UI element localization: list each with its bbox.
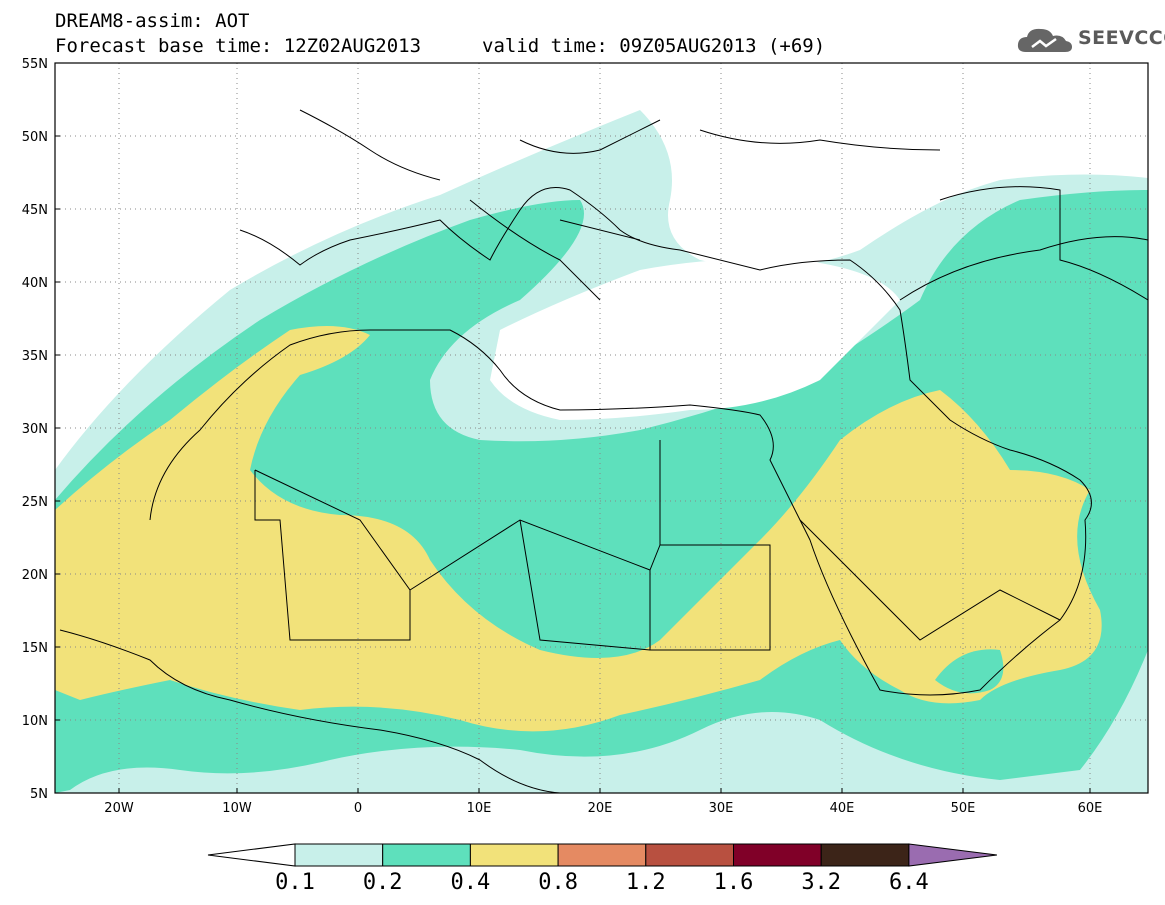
lon-label: 10W bbox=[222, 801, 252, 816]
lon-label: 30E bbox=[709, 801, 734, 816]
colorbar-label: 3.2 bbox=[801, 870, 842, 895]
lat-label: 20N bbox=[22, 568, 48, 583]
colorbar-swatch bbox=[294, 843, 384, 867]
lon-label: 40E bbox=[830, 801, 855, 816]
aot-band-0.2-blob bbox=[935, 649, 1004, 694]
colorbar-swatch bbox=[469, 843, 559, 867]
colorbar-max-arrow bbox=[908, 843, 997, 867]
lat-label: 25N bbox=[22, 495, 48, 510]
graticule bbox=[55, 63, 1148, 793]
colorbar bbox=[207, 843, 997, 867]
lon-label: 60E bbox=[1078, 801, 1103, 816]
colorbar-label: 1.6 bbox=[713, 870, 754, 895]
lat-label: 5N bbox=[30, 787, 48, 802]
lat-label: 50N bbox=[22, 130, 48, 145]
colorbar-swatch bbox=[557, 843, 647, 867]
seevccc-logo: SEEVCCC bbox=[1016, 25, 1165, 55]
lat-label: 45N bbox=[22, 203, 48, 218]
colorbar-swatch bbox=[733, 843, 822, 867]
lon-label: 10E bbox=[467, 801, 492, 816]
lon-label: 20E bbox=[588, 801, 613, 816]
longitude-labels: 20W 10W 0 10E 20E 30E 40E 50E 60E bbox=[104, 788, 1102, 816]
latitude-labels: 55N 50N 45N 40N 35N 30N 25N 20N 15N 10N 5N bbox=[22, 57, 60, 802]
colorbar-label: 0.4 bbox=[450, 870, 491, 895]
colorbar-label: 0.1 bbox=[275, 870, 315, 895]
lon-label: 50E bbox=[951, 801, 976, 816]
colorbar-label: 6.4 bbox=[889, 870, 929, 895]
colorbar-min-arrow bbox=[207, 843, 296, 867]
colorbar-swatch bbox=[820, 843, 910, 867]
colorbar-label: 0.2 bbox=[362, 870, 403, 895]
valid-time: valid time: 09Z05AUG2013 (+69) bbox=[482, 35, 826, 57]
lon-label: 0 bbox=[354, 801, 362, 816]
lon-label: 20W bbox=[104, 801, 134, 816]
cloud-icon bbox=[1017, 28, 1072, 52]
lat-label: 10N bbox=[22, 714, 48, 729]
colorbar-label: 1.2 bbox=[625, 870, 666, 895]
forecast-base-time: Forecast base time: 12Z02AUG2013 bbox=[55, 35, 422, 57]
colorbar-swatch bbox=[645, 843, 734, 867]
colorbar-label: 0.8 bbox=[538, 870, 578, 895]
logo-text: SEEVCCC bbox=[1078, 27, 1165, 49]
coastlines bbox=[59, 109, 1148, 793]
title-line-1: DREAM8-assim: AOT bbox=[55, 10, 250, 32]
lat-label: 55N bbox=[22, 57, 48, 72]
aot-contours bbox=[55, 63, 1148, 793]
lat-label: 15N bbox=[22, 641, 48, 656]
lat-label: 30N bbox=[22, 422, 48, 437]
aot-band-0.4-west bbox=[55, 326, 1102, 732]
aot-clear-north bbox=[55, 63, 1148, 450]
lat-label: 35N bbox=[22, 349, 48, 364]
aot-clear-med bbox=[490, 258, 900, 420]
lat-label: 40N bbox=[22, 276, 48, 291]
colorbar-swatch bbox=[382, 843, 471, 867]
